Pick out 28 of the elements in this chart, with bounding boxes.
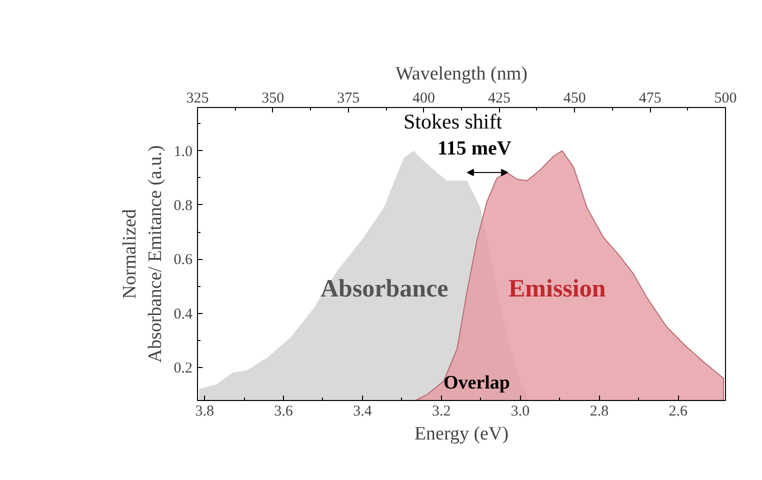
annotation: 115 meV [438, 138, 512, 160]
y-tick-label: 0.2 [174, 360, 192, 376]
x2-tick-label: 350 [262, 90, 284, 106]
y-axis-title: Normalized Absorbance/ Emitance (a.u.) [120, 145, 166, 363]
x2-tick-label: 475 [638, 90, 662, 106]
y-tick-label: 0.8 [174, 198, 192, 214]
annotation: Overlap [444, 372, 510, 394]
x-tick-label: 3.8 [195, 404, 214, 420]
series-label: Emission [508, 276, 606, 302]
x2-tick-label: 400 [412, 90, 436, 106]
y-tick-label: 0.4 [174, 306, 193, 322]
x2-tick-label: 500 [714, 90, 737, 106]
x-tick-label: 3.4 [353, 404, 372, 420]
x2-tick-label: 450 [563, 90, 586, 106]
x-axis-title: Energy (eV) [414, 424, 509, 444]
x2-tick-label: 325 [186, 90, 209, 106]
annotation: Stokes shift [404, 110, 502, 134]
y-tick-label: 1.0 [174, 144, 192, 160]
x2-tick-label: 425 [488, 90, 510, 106]
x2-axis-title: Wavelength (nm) [396, 64, 528, 84]
x2-tick-label: 375 [337, 90, 360, 106]
y-tick-label: 0.6 [174, 252, 193, 268]
x-tick-label: 3.0 [510, 404, 530, 420]
x-tick-label: 2.6 [668, 404, 688, 420]
x-tick-label: 2.8 [590, 404, 609, 420]
series-label: Absorbance [320, 276, 448, 302]
x-tick-label: 3.6 [274, 404, 294, 420]
x-tick-label: 3.2 [432, 404, 451, 420]
